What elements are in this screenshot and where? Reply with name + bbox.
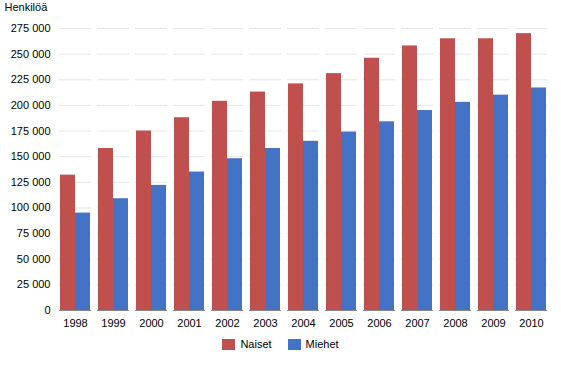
svg-text:50 000: 50 000 — [17, 253, 51, 265]
svg-text:2009: 2009 — [481, 317, 505, 329]
svg-text:1999: 1999 — [101, 317, 125, 329]
svg-text:250 000: 250 000 — [11, 48, 51, 60]
svg-text:2001: 2001 — [177, 317, 201, 329]
svg-text:175 000: 175 000 — [11, 125, 51, 137]
svg-text:2000: 2000 — [139, 317, 163, 329]
svg-text:75 000: 75 000 — [17, 227, 51, 239]
svg-text:Henkilöä: Henkilöä — [5, 1, 49, 13]
svg-text:2008: 2008 — [443, 317, 467, 329]
svg-text:2003: 2003 — [253, 317, 277, 329]
svg-text:100 000: 100 000 — [11, 201, 51, 213]
svg-text:200 000: 200 000 — [11, 99, 51, 111]
svg-text:2004: 2004 — [291, 317, 315, 329]
svg-text:2007: 2007 — [405, 317, 429, 329]
svg-text:125 000: 125 000 — [11, 176, 51, 188]
html-text:Naiset: Naiset — [240, 338, 272, 350]
svg-text:150 000: 150 000 — [11, 150, 51, 162]
svg-text:225 000: 225 000 — [11, 73, 51, 85]
svg-text:2010: 2010 — [519, 317, 543, 329]
svg-text:275 000: 275 000 — [11, 22, 51, 34]
svg-text:25 000: 25 000 — [17, 278, 51, 290]
svg-text:2002: 2002 — [215, 317, 239, 329]
svg-text:2005: 2005 — [329, 317, 353, 329]
svg-text:2006: 2006 — [367, 317, 391, 329]
svg-text:0: 0 — [44, 304, 50, 316]
html-text:Miehet: Miehet — [305, 338, 339, 350]
svg-text:1998: 1998 — [63, 317, 87, 329]
